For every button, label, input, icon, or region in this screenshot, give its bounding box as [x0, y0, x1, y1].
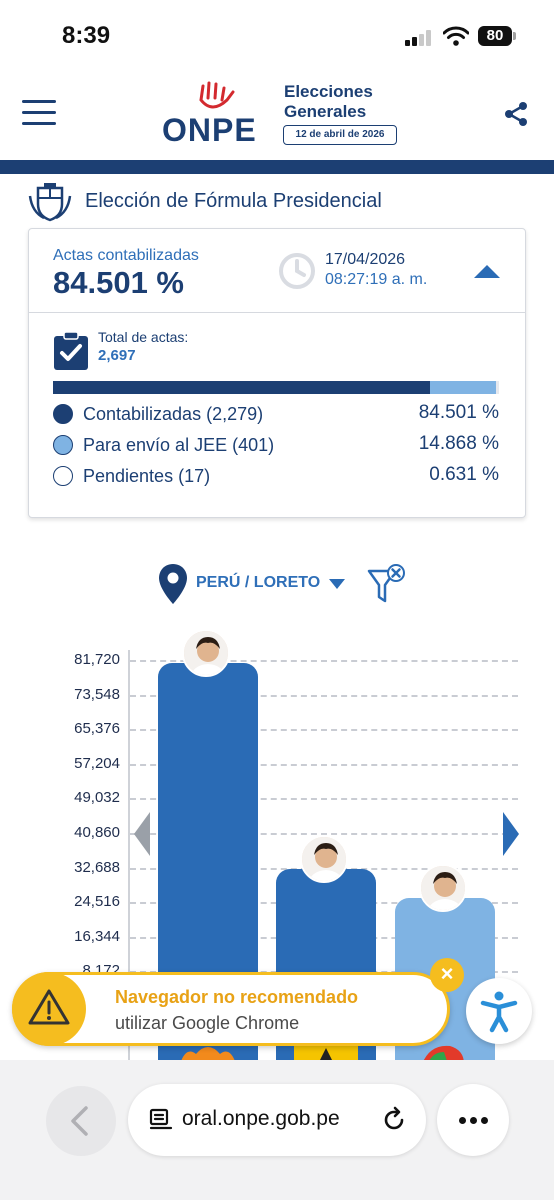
browser-warning-toast: Navegador no recomendado utilizar Google… [12, 972, 450, 1046]
chevron-left-icon [71, 1106, 88, 1136]
browser-back-button[interactable] [46, 1086, 116, 1156]
elections-title-line2: Generales [284, 102, 367, 121]
summary-card: Actas contabilizadas 84.501 % 17/04/2026… [28, 228, 526, 518]
location-pin-icon [159, 564, 187, 604]
actas-label: Actas contabilizadas [53, 247, 199, 264]
collapse-chevron-icon[interactable] [473, 263, 501, 279]
region-dropdown-icon[interactable] [329, 579, 345, 589]
candidate-avatar [300, 835, 348, 884]
legend-dot [53, 435, 73, 455]
menu-icon[interactable] [22, 98, 56, 128]
total-actas-label: Total de actas: [98, 329, 189, 345]
legend-percent: 0.631 % [429, 464, 499, 485]
legend-label: Pendientes (17) [83, 466, 211, 486]
accessibility-icon [477, 989, 521, 1033]
url-text: oral.onpe.gob.pe [182, 1107, 340, 1130]
gridline [130, 763, 518, 766]
legend-percent: 84.501 % [418, 402, 499, 423]
onpe-hand-logo-icon [199, 81, 235, 109]
more-dot [459, 1117, 466, 1124]
cellular-signal-icon [405, 30, 435, 46]
gridline [130, 694, 518, 697]
y-tick-label: 16,344 [74, 927, 120, 945]
legend-label: Para envío al JEE (401) [83, 435, 275, 455]
legend-jee: Para envío al JEE (401) 14.868 % [53, 432, 499, 458]
coat-of-arms-icon [28, 183, 72, 222]
status-time: 8:39 [62, 22, 111, 49]
y-tick-label: 81,720 [74, 651, 120, 668]
legend-pendientes: Pendientes (17) 0.631 % [53, 463, 499, 489]
page-title: Elección de Fórmula Presidencial [85, 190, 382, 212]
more-dot [481, 1117, 488, 1124]
warning-icon-badge [12, 972, 86, 1046]
status-bar: 8:39 80 [0, 0, 554, 68]
site-header: ONPE Elecciones Generales 12 de abril de… [0, 68, 554, 160]
reload-icon[interactable] [380, 1106, 408, 1134]
more-dot [470, 1117, 477, 1124]
legend-dot [53, 404, 73, 424]
region-selector[interactable]: PERÚ / LORETO [196, 574, 321, 591]
gridline [130, 833, 518, 835]
candidate-photo-icon [184, 631, 228, 676]
candidate-photo-icon [421, 865, 465, 910]
elections-title-line1: Elecciones [284, 82, 373, 101]
update-date: 17/04/2026 [325, 251, 406, 268]
warning-triangle-icon [28, 989, 70, 1025]
chart-next-arrow-icon[interactable] [503, 812, 519, 856]
battery-indicator: 80 [478, 26, 516, 46]
candidate-avatar [419, 863, 467, 912]
progress-contabilizadas [53, 381, 430, 394]
clipboard-check-icon [54, 331, 88, 370]
reader-mode-icon[interactable] [148, 1107, 174, 1133]
clear-filter-icon[interactable] [366, 563, 408, 605]
y-tick-label: 73,548 [74, 685, 120, 703]
legend-dot [53, 466, 73, 486]
candidate-avatar [182, 629, 230, 678]
y-tick-label: 32,688 [74, 858, 120, 876]
toast-close-icon[interactable]: × [430, 958, 464, 992]
gridline [130, 729, 518, 732]
update-time: 08:27:19 a. m. [325, 271, 428, 288]
progress-jee [429, 381, 497, 394]
y-tick-label: 57,204 [74, 754, 120, 772]
toast-title: Navegador no recomendado [115, 987, 359, 1007]
election-date-badge: 12 de abril de 2026 [283, 125, 397, 145]
header-divider [0, 160, 554, 174]
y-tick-label: 24,516 [74, 893, 120, 911]
legend-percent: 14.868 % [418, 433, 499, 454]
total-actas-value: 2,697 [98, 347, 136, 364]
onpe-logo[interactable]: ONPE [162, 112, 257, 148]
wifi-icon [443, 26, 469, 46]
summary-card-header: Actas contabilizadas 84.501 % 17/04/2026… [29, 229, 525, 313]
y-tick-label: 49,032 [74, 789, 120, 807]
legend-contabilizadas: Contabilizadas (2,279) 84.501 % [53, 401, 499, 427]
actas-percent: 84.501 % [53, 265, 184, 300]
share-icon[interactable] [503, 101, 529, 127]
browser-toolbar: oral.onpe.gob.pe [0, 1060, 554, 1200]
address-bar[interactable]: oral.onpe.gob.pe [128, 1084, 426, 1156]
history-clock-icon [279, 253, 315, 289]
chart-prev-arrow-icon[interactable] [134, 812, 150, 856]
accessibility-button[interactable] [466, 978, 532, 1044]
party-logo-icon [180, 1047, 236, 1064]
legend-label: Contabilizadas (2,279) [83, 404, 264, 424]
actas-progress-bar [53, 381, 499, 394]
toast-subtitle: utilizar Google Chrome [115, 1013, 300, 1033]
gridline [130, 798, 518, 801]
y-tick-label: 40,860 [74, 824, 120, 841]
y-tick-label: 65,376 [74, 720, 120, 738]
more-options-button[interactable] [437, 1084, 509, 1156]
chart-y-axis [128, 650, 130, 1070]
gridline [130, 660, 518, 662]
